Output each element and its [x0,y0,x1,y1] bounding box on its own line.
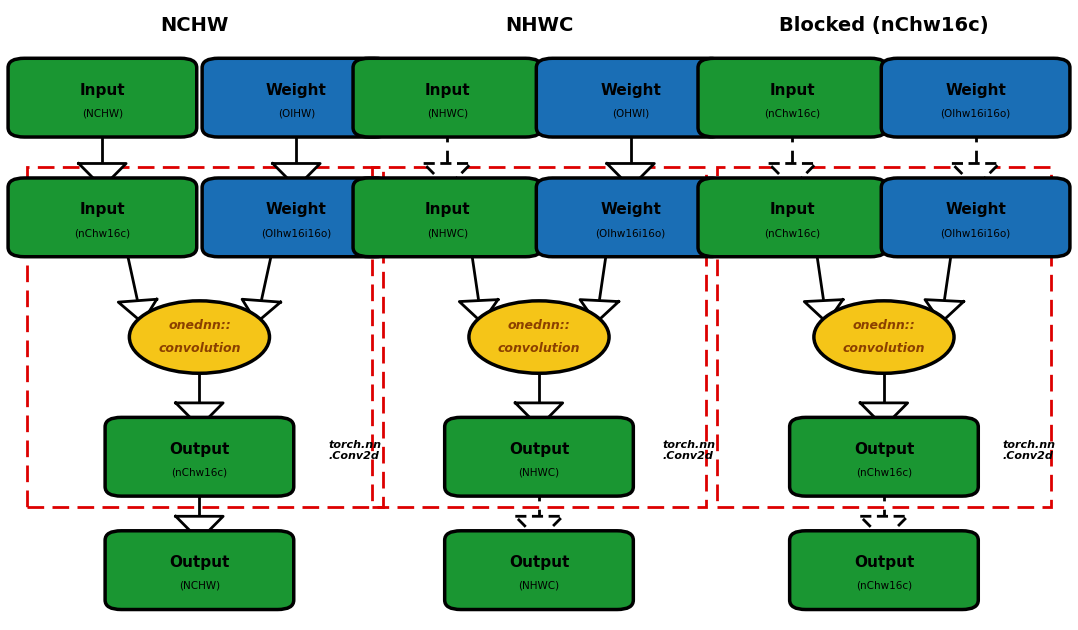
Text: (NCHW): (NCHW) [82,108,123,118]
Text: torch.nn
.Conv2d: torch.nn .Conv2d [663,440,716,461]
Text: torch.nn
.Conv2d: torch.nn .Conv2d [329,440,382,461]
Polygon shape [515,517,563,540]
Ellipse shape [129,301,270,373]
Text: onednn::: onednn:: [853,319,915,332]
Text: Weight: Weight [266,83,327,98]
Text: convolution: convolution [843,342,925,355]
Bar [372,167,706,507]
Text: (NCHW): (NCHW) [179,581,220,591]
Text: Input: Input [80,202,125,217]
Text: (nChw16c): (nChw16c) [856,581,912,591]
Text: (OIhw16i16o): (OIhw16i16o) [940,228,1011,238]
Bar [717,167,1051,507]
Polygon shape [243,299,280,323]
Bar [27,167,383,507]
Ellipse shape [814,301,954,373]
Text: Input: Input [80,83,125,98]
Text: torch.nn
.Conv2d: torch.nn .Conv2d [1003,440,1055,461]
Text: Input: Input [425,83,470,98]
Text: (OIhw16i16o): (OIhw16i16o) [595,228,666,238]
Text: Weight: Weight [945,202,1006,217]
Polygon shape [860,517,908,540]
FancyBboxPatch shape [536,178,724,257]
FancyBboxPatch shape [444,530,633,610]
Text: convolution: convolution [158,342,240,355]
Text: Input: Input [770,83,815,98]
Text: Blocked (nChw16c): Blocked (nChw16c) [779,16,989,35]
Text: onednn::: onednn:: [508,319,570,332]
Text: (OIhw16i16o): (OIhw16i16o) [261,228,332,238]
Text: Weight: Weight [945,83,1006,98]
Text: (nChw16c): (nChw16c) [856,467,912,478]
FancyBboxPatch shape [9,58,196,137]
Text: (OHWI): (OHWI) [612,108,649,118]
Polygon shape [925,300,964,323]
Text: (NHWC): (NHWC) [427,108,468,118]
Polygon shape [804,300,843,323]
Text: Input: Input [770,202,815,217]
Polygon shape [459,300,498,323]
FancyBboxPatch shape [882,178,1069,257]
Polygon shape [769,163,816,188]
FancyBboxPatch shape [789,417,979,496]
Text: Weight: Weight [266,202,327,217]
Text: Output: Output [169,442,230,457]
Polygon shape [424,163,471,188]
FancyBboxPatch shape [106,530,293,610]
Text: Output: Output [509,555,569,570]
FancyBboxPatch shape [353,58,541,137]
FancyBboxPatch shape [9,178,196,257]
FancyBboxPatch shape [789,530,979,610]
FancyBboxPatch shape [536,58,724,137]
FancyBboxPatch shape [203,178,390,257]
Polygon shape [580,300,619,323]
Polygon shape [952,163,999,188]
Polygon shape [176,517,223,540]
Polygon shape [860,403,908,427]
Text: Weight: Weight [600,202,661,217]
Ellipse shape [469,301,609,373]
Text: (nChw16c): (nChw16c) [74,228,130,238]
Text: Output: Output [854,555,914,570]
Polygon shape [273,163,320,188]
Text: NHWC: NHWC [505,16,573,35]
Polygon shape [176,403,223,427]
FancyBboxPatch shape [444,417,633,496]
Text: Output: Output [509,442,569,457]
Text: (NHWC): (NHWC) [519,581,559,591]
FancyBboxPatch shape [882,58,1069,137]
Text: (NHWC): (NHWC) [427,228,468,238]
Text: NCHW: NCHW [160,16,229,35]
Text: Input: Input [425,202,470,217]
Text: (OIhw16i16o): (OIhw16i16o) [940,108,1011,118]
Text: convolution: convolution [498,342,580,355]
Text: (nChw16c): (nChw16c) [171,467,227,478]
Text: (nChw16c): (nChw16c) [764,228,820,238]
FancyBboxPatch shape [699,58,886,137]
Text: (NHWC): (NHWC) [519,467,559,478]
Text: Weight: Weight [600,83,661,98]
Text: Output: Output [169,555,230,570]
Polygon shape [607,163,654,188]
Polygon shape [515,403,563,427]
Text: (nChw16c): (nChw16c) [764,108,820,118]
Text: (OIHW): (OIHW) [278,108,315,118]
FancyBboxPatch shape [699,178,886,257]
Text: onednn::: onednn:: [168,319,231,332]
FancyBboxPatch shape [353,178,541,257]
Polygon shape [79,163,126,188]
FancyBboxPatch shape [203,58,390,137]
Polygon shape [119,299,156,323]
FancyBboxPatch shape [106,417,293,496]
Text: Output: Output [854,442,914,457]
